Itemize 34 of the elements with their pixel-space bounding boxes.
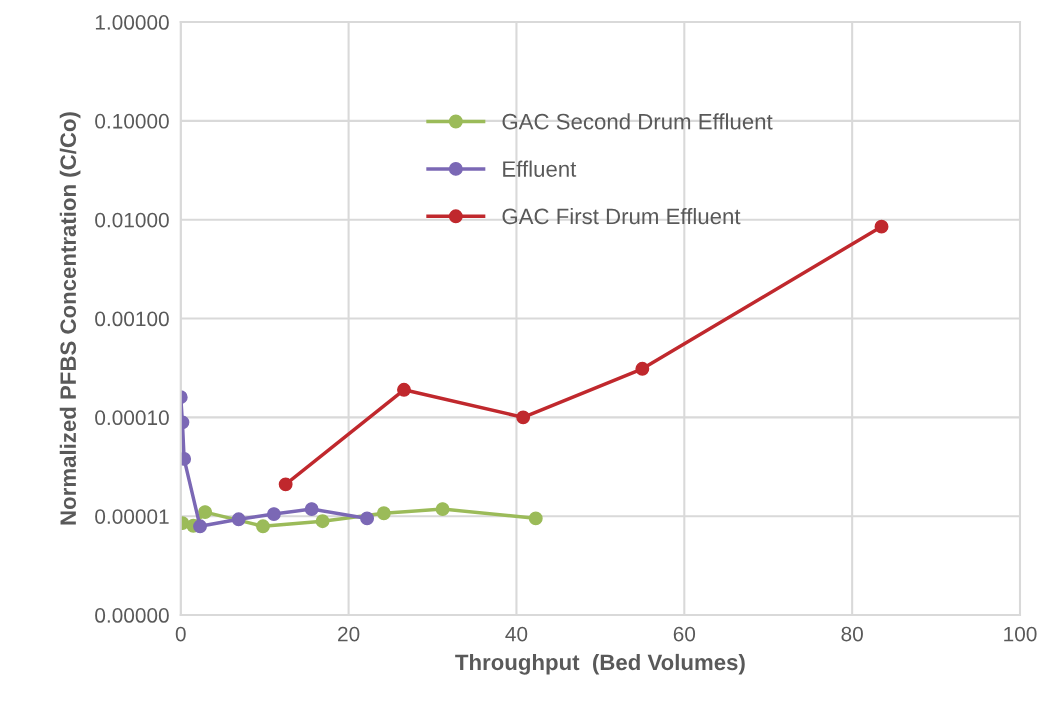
y-tick-label: 0.00010 <box>95 410 169 426</box>
point <box>304 502 319 517</box>
point <box>435 502 450 517</box>
point <box>231 512 246 527</box>
y-tick-label: 0.00100 <box>95 311 169 327</box>
point <box>397 382 411 397</box>
y-tick-label: 1.00000 <box>95 15 169 30</box>
x-tick-label: 20 <box>338 626 360 642</box>
point <box>376 506 391 521</box>
y-tick-label: 0.00000 <box>95 608 169 623</box>
y-tick-label: 0.01000 <box>95 212 169 228</box>
point <box>256 519 270 534</box>
point <box>198 505 213 520</box>
point <box>635 361 650 376</box>
y-tick-label: 0.10000 <box>95 113 169 129</box>
point <box>516 410 531 425</box>
legend-label: GAC Second Drum Effluent <box>502 113 773 130</box>
x-axis-title: Throughput (Bed Volumes) <box>455 653 745 675</box>
x-tick-label: 40 <box>505 626 528 642</box>
legend-label: GAC First Drum Effluent <box>502 207 741 225</box>
x-tick-label: 80 <box>841 626 863 642</box>
point <box>278 477 293 492</box>
x-tick-label: 60 <box>673 626 696 642</box>
point <box>528 511 543 526</box>
legend-label: Effluent <box>503 160 577 177</box>
y-tick-label: 0.00001 <box>95 509 169 524</box>
point <box>360 511 375 526</box>
point <box>266 507 281 522</box>
point <box>315 514 330 529</box>
x-tick-label: 100 <box>1004 626 1037 642</box>
y-axis-title: Normalized PFBS Concentration (C/Co) <box>59 112 81 525</box>
x-tick-label: 0 <box>175 626 186 642</box>
point <box>193 519 207 534</box>
point <box>874 219 889 234</box>
